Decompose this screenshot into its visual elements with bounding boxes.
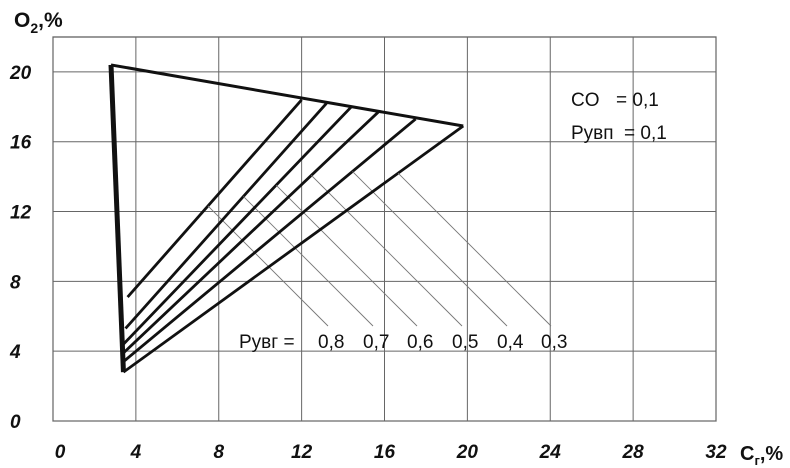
- series-line: [126, 98, 303, 298]
- leader-line: [397, 172, 552, 327]
- series-prefix-label: Pуʙг =: [239, 332, 295, 353]
- series-labels: 0,8 0,7 0,6 0,5 0,4 0,3: [318, 332, 567, 353]
- x-tick-label: 24: [539, 442, 562, 463]
- series-label: 0,4: [497, 332, 524, 353]
- series-line: [124, 102, 328, 330]
- y-tick-label: 8: [10, 272, 21, 293]
- y-tick-label: 20: [9, 63, 32, 84]
- co-annotation: CO = 0,1: [571, 90, 659, 111]
- y-tick-label: 12: [10, 203, 32, 224]
- series-label: 0,7: [363, 332, 389, 353]
- x-tick-label: 28: [622, 442, 645, 463]
- tick-labels: 0 4 8 12 16 20 24 28 32 0 4 8 12 16 20: [9, 63, 727, 463]
- y-axis-label: O2,%: [14, 9, 63, 36]
- grid: [52, 36, 717, 422]
- leader-line: [352, 171, 508, 327]
- series-label: 0,8: [318, 332, 344, 353]
- x-tick-label: 12: [291, 442, 313, 463]
- boundary-left-line: [108, 64, 126, 373]
- pub-annotation: Pуʙп = 0,1: [571, 123, 667, 144]
- leader-line: [311, 175, 463, 327]
- x-tick-label: 8: [213, 442, 224, 463]
- series-line: [122, 111, 380, 354]
- x-tick-label: 20: [456, 442, 479, 463]
- series-line: [122, 117, 417, 363]
- x-tick-label: 0: [55, 442, 66, 463]
- x-axis-label: Cг,%: [740, 443, 783, 468]
- x-tick-label: 4: [130, 442, 142, 463]
- x-tick-label: 16: [374, 442, 396, 463]
- series-label: 0,6: [407, 332, 433, 353]
- y-tick-label: 0: [10, 412, 21, 433]
- y-tick-label: 16: [10, 133, 32, 154]
- leader-line: [275, 184, 418, 327]
- series-label: 0,3: [541, 332, 567, 353]
- series-line: [122, 124, 465, 374]
- x-tick-label: 32: [705, 442, 727, 463]
- series-label: 0,5: [452, 332, 478, 353]
- series-line: [122, 105, 353, 346]
- chart-lines: [108, 63, 552, 374]
- boundary-top-line: [110, 63, 464, 128]
- y-tick-label: 4: [9, 342, 21, 363]
